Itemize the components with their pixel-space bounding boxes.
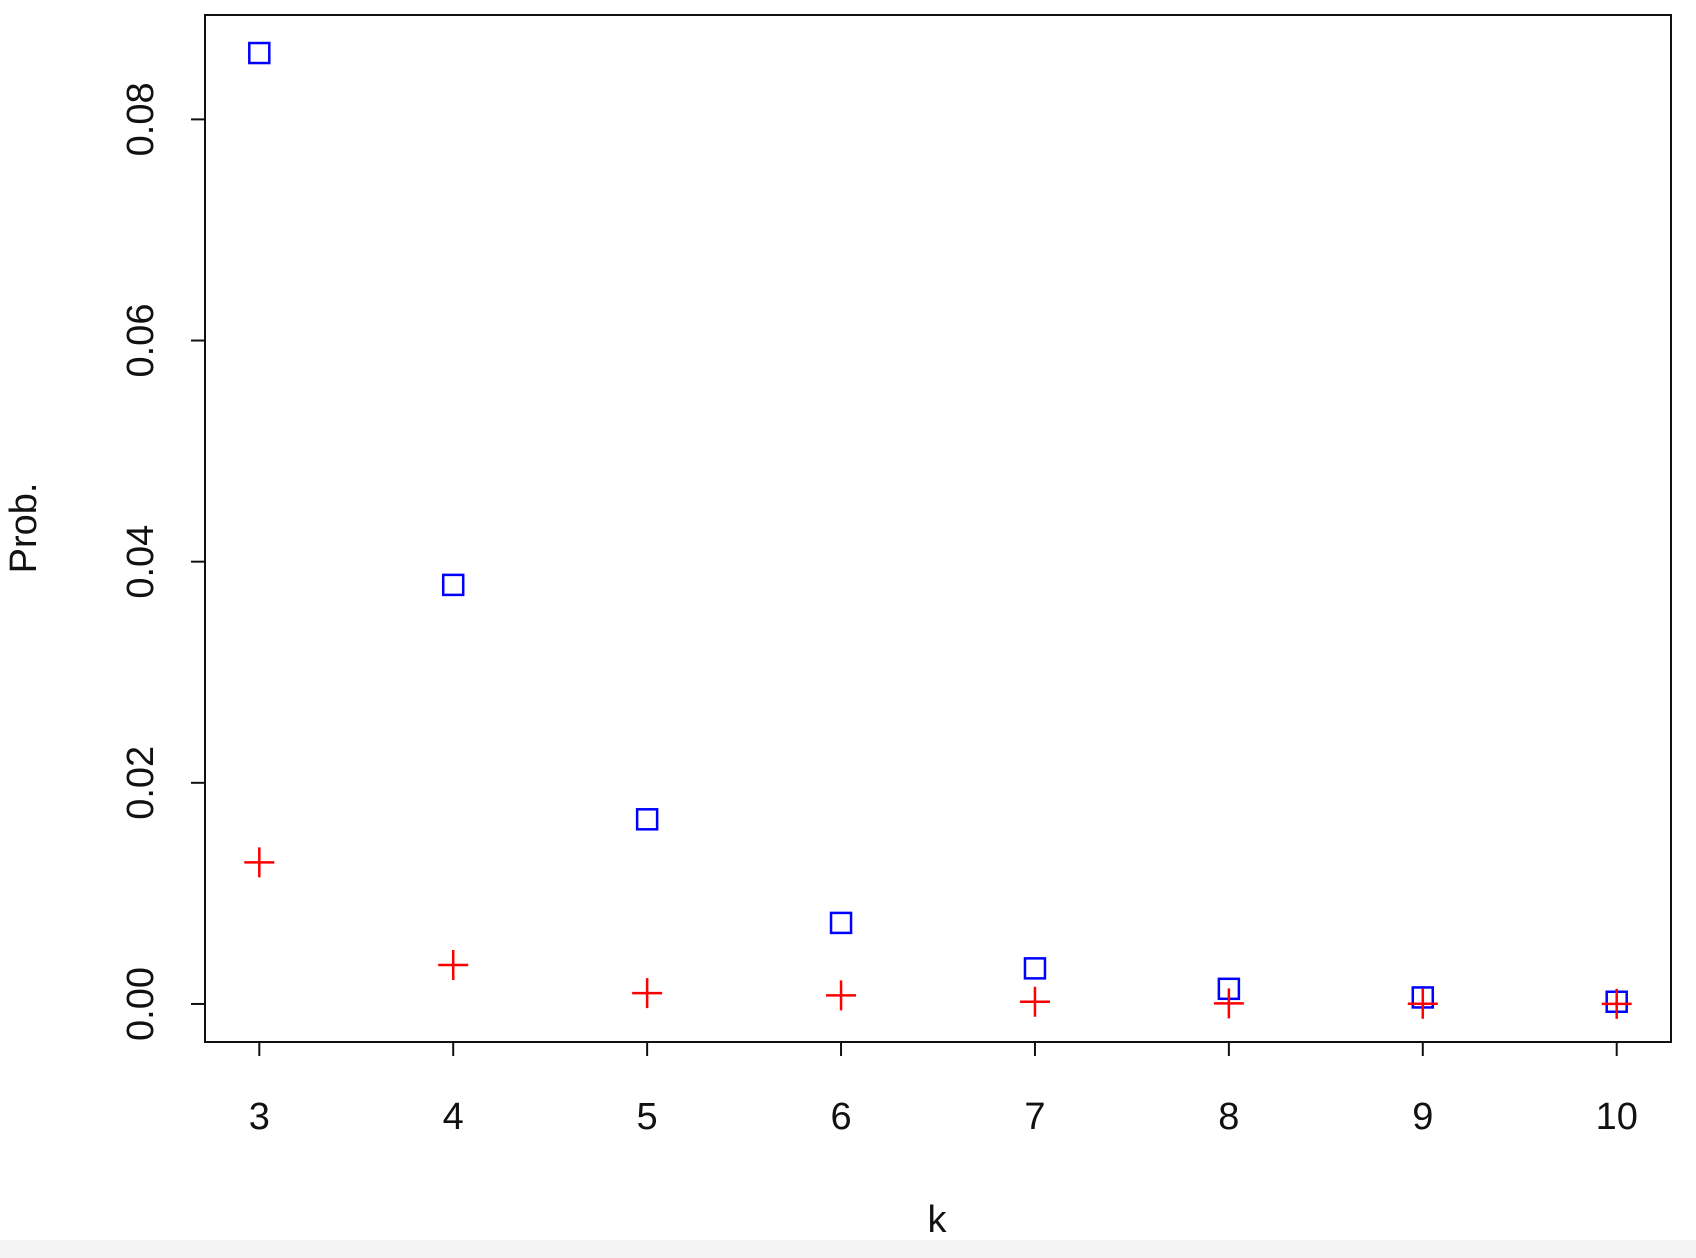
x-tick-label: 7 bbox=[1024, 1096, 1045, 1138]
x-tick-label: 4 bbox=[443, 1096, 464, 1138]
y-tick-label: 0.04 bbox=[120, 525, 162, 599]
x-tick-label: 8 bbox=[1218, 1096, 1239, 1138]
square-point bbox=[248, 41, 271, 65]
footer-strip bbox=[0, 1240, 1696, 1258]
y-tick-label: 0.08 bbox=[120, 82, 162, 156]
x-tick-label: 3 bbox=[249, 1096, 270, 1138]
y-tick-label: 0.00 bbox=[120, 967, 162, 1041]
plus-point bbox=[1407, 988, 1438, 1019]
plus-point bbox=[826, 980, 857, 1011]
plus-point bbox=[632, 978, 663, 1009]
x-tick-label: 5 bbox=[637, 1096, 658, 1138]
x-axis-label: k bbox=[928, 1199, 948, 1241]
plus-point bbox=[1213, 988, 1244, 1019]
plus-point bbox=[1019, 986, 1050, 1017]
y-tick-label: 0.06 bbox=[120, 304, 162, 378]
plus-point bbox=[438, 950, 469, 981]
square-point bbox=[441, 573, 465, 597]
y-axis-label: Prob. bbox=[3, 483, 45, 574]
x-tick-label: 6 bbox=[830, 1096, 851, 1138]
y-tick-label: 0.02 bbox=[120, 746, 162, 820]
square-point bbox=[829, 911, 853, 935]
plus-point bbox=[1601, 988, 1632, 1019]
square-point bbox=[1023, 957, 1047, 980]
square-point bbox=[635, 808, 659, 831]
x-tick-label: 10 bbox=[1596, 1096, 1638, 1138]
x-tick-label: 9 bbox=[1412, 1096, 1433, 1138]
plot-frame bbox=[204, 14, 1672, 1043]
plus-point bbox=[244, 847, 275, 878]
